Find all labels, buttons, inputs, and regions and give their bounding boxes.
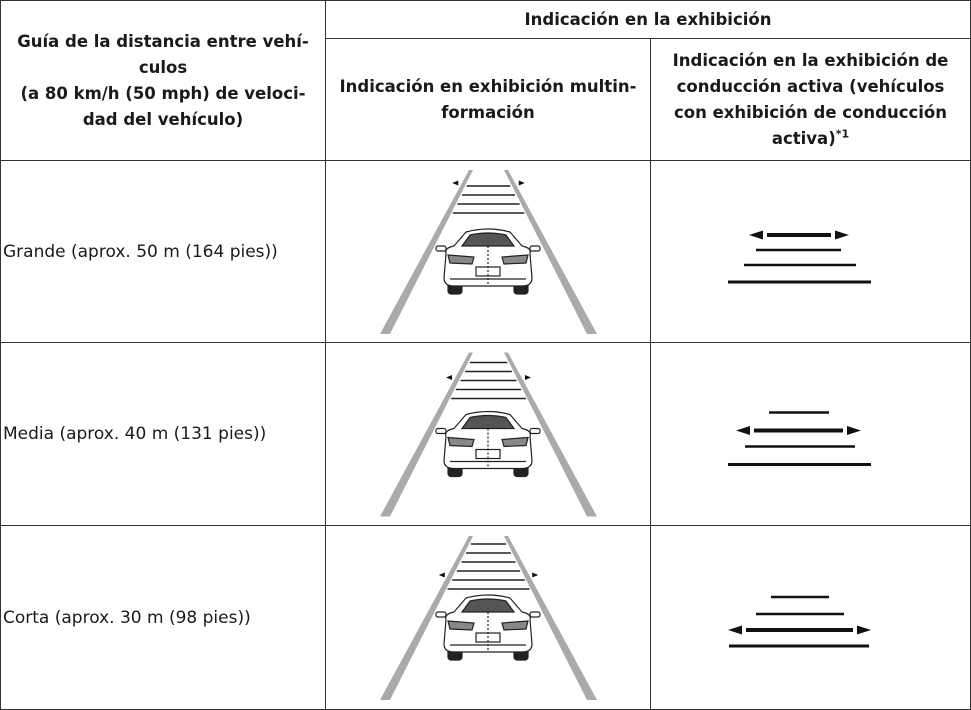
marker-arrow [835, 230, 849, 239]
header-line: activa) [771, 128, 836, 148]
tail-light [501, 619, 529, 631]
marker-arrow [532, 572, 539, 577]
car [435, 227, 541, 295]
distance-label: Media (aprox. 40 m (131 pies)) [3, 424, 267, 444]
mirror [529, 610, 541, 618]
distance-cell: Media (aprox. 40 m (131 pies)) [0, 342, 326, 526]
multi-info-cell [325, 160, 651, 343]
distance-label: Corta (aprox. 30 m (98 pies)) [3, 607, 251, 628]
marker-arrow [857, 625, 871, 634]
road-edge [504, 352, 597, 516]
header-active-driving: Indicación en la exhibición de conducció… [650, 38, 971, 161]
car [435, 593, 541, 661]
tail-light [447, 436, 475, 447]
marker-arrow [749, 230, 763, 239]
active-display-illustration [728, 595, 871, 647]
mirror [529, 427, 541, 434]
road-edge [504, 169, 597, 334]
road-edge [504, 535, 597, 700]
active-display-cell [650, 525, 971, 710]
marker-arrow [438, 572, 445, 577]
road-edge [380, 535, 473, 700]
header-line: Indicación en la exhibición de [672, 50, 949, 70]
active-display-cell [650, 160, 971, 343]
tail-light [501, 253, 529, 265]
mirror [435, 244, 447, 252]
road-edge [380, 169, 473, 334]
footnote-ref: *1 [835, 127, 850, 140]
tail-light [447, 253, 475, 265]
multi-info-illustration [380, 535, 597, 700]
marker-arrow [518, 180, 525, 185]
mirror [435, 610, 447, 618]
active-display-illustration [728, 410, 871, 466]
marker-arrow [446, 374, 453, 380]
rear-window [460, 414, 516, 429]
header-multi-info: Indicación en exhibición multin- formaci… [325, 38, 651, 161]
mirror [435, 427, 447, 434]
header-line: con exhibición de conducción [673, 102, 948, 122]
marker-arrow [736, 425, 750, 435]
header-group-text: Indicación en la exhibición [524, 9, 772, 29]
table-row: Corta (aprox. 30 m (98 pies)) [0, 525, 971, 710]
marker-arrow [847, 425, 861, 435]
multi-info-illustration [380, 352, 597, 516]
mirror [529, 244, 541, 252]
header-line: Indicación en exhibición multin- [339, 76, 637, 96]
road-edge [380, 352, 473, 516]
header-line: Guía de la distancia entre vehí- [17, 31, 309, 51]
header-line: (a 80 km/h (50 mph) de veloci- [20, 83, 306, 103]
distance-label: Grande (aprox. 50 m (164 pies)) [3, 241, 278, 262]
header-group: Indicación en la exhibición [325, 0, 971, 39]
marker-arrow [728, 625, 742, 634]
multi-info-cell [325, 342, 651, 526]
header-distance-guide: Guía de la distancia entre vehí- culos (… [0, 0, 326, 161]
header-line: formación [441, 102, 535, 122]
header-line: dad del vehículo) [82, 109, 244, 129]
active-display-illustration [728, 230, 871, 283]
header-line: culos [138, 57, 188, 77]
rear-window [460, 597, 516, 613]
header-line: conducción activa (vehículos [676, 76, 945, 96]
table-row: Media (aprox. 40 m (131 pies)) [0, 342, 971, 526]
distance-cell: Corta (aprox. 30 m (98 pies)) [0, 525, 326, 710]
tail-light [447, 619, 475, 631]
marker-arrow [452, 180, 459, 185]
table-body: Grande (aprox. 50 m (164 pies)) Media (ap… [0, 160, 971, 710]
car [435, 410, 541, 477]
multi-info-illustration [380, 169, 597, 334]
distance-cell: Grande (aprox. 50 m (164 pies)) [0, 160, 326, 343]
table-row: Grande (aprox. 50 m (164 pies)) [0, 160, 971, 343]
tail-light [501, 436, 529, 447]
marker-arrow [524, 374, 531, 380]
multi-info-cell [325, 525, 651, 710]
active-display-cell [650, 342, 971, 526]
rear-window [460, 231, 516, 247]
